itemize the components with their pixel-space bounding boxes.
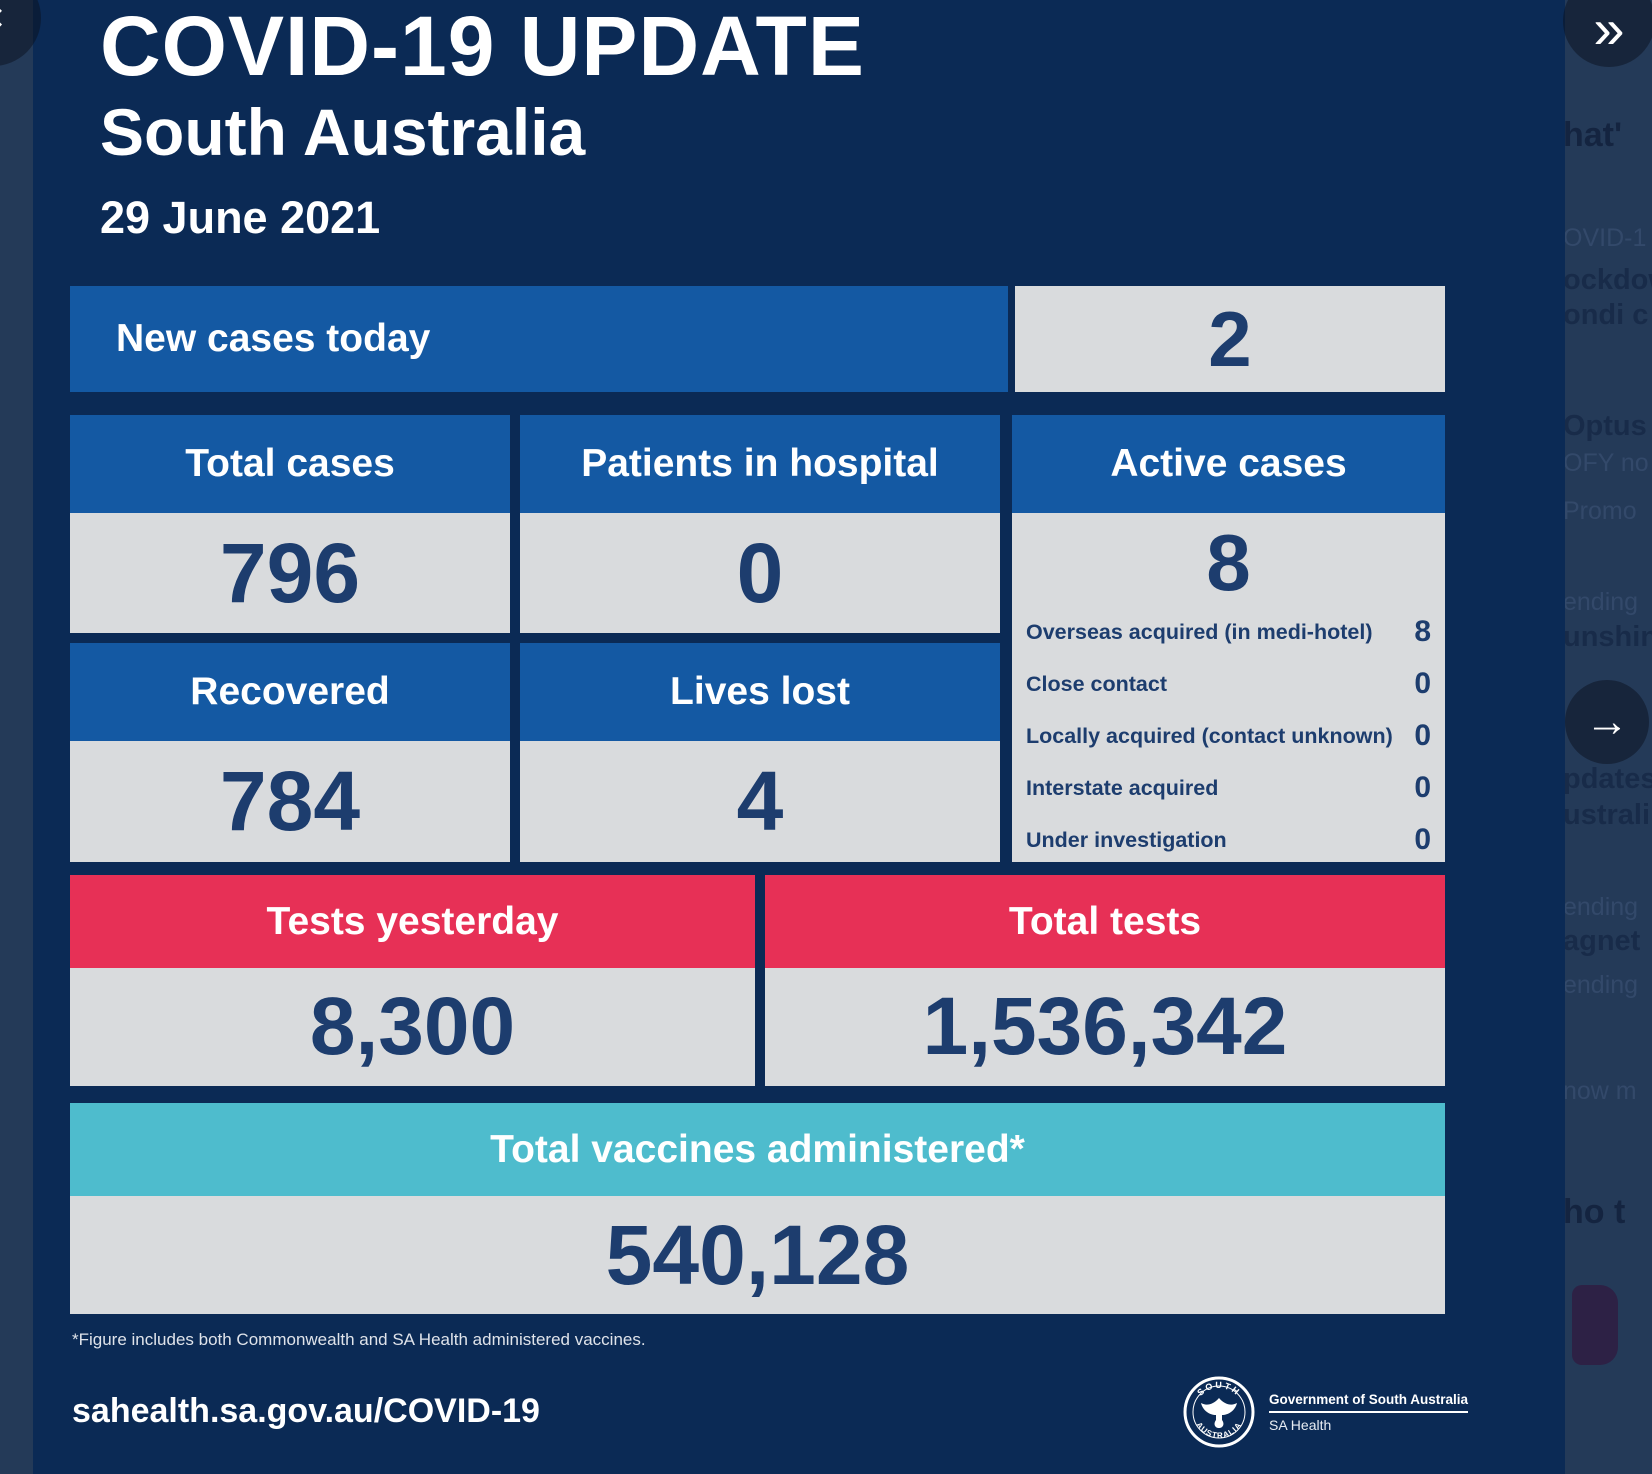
trend-title-fragment[interactable]: ockdow: [1563, 264, 1652, 296]
close-button[interactable]: ×: [0, 0, 41, 66]
trend-meta-fragment[interactable]: ending: [1563, 893, 1639, 921]
show-more-fragment[interactable]: now m: [1563, 1077, 1637, 1105]
new-cases-label: New cases today: [70, 286, 1008, 392]
lives-lost-value: 4: [520, 741, 1000, 862]
close-icon: ×: [0, 0, 5, 41]
vaccines-label: Total vaccines administered*: [70, 1103, 1445, 1196]
breakdown-row: Interstate acquired 0: [1026, 771, 1431, 805]
breakdown-label: Interstate acquired: [1026, 775, 1219, 800]
trend-title-fragment[interactable]: ustrali: [1563, 799, 1651, 831]
trend-meta-fragment[interactable]: ending: [1563, 971, 1639, 999]
logo-government-text: Government of South Australia: [1269, 1392, 1469, 1413]
breakdown-label: Close contact: [1026, 671, 1167, 696]
trend-title-fragment[interactable]: agnet: [1563, 925, 1641, 957]
recovered-value: 784: [70, 741, 510, 862]
vaccines-footnote: *Figure includes both Commonwealth and S…: [72, 1330, 646, 1349]
total-tests-label: Total tests: [765, 875, 1445, 968]
collapse-sidebar-button[interactable]: »: [1563, 0, 1652, 67]
trend-title-fragment[interactable]: ondi c: [1563, 299, 1649, 331]
sa-health-url: sahealth.sa.gov.au/COVID-19: [72, 1392, 540, 1430]
new-cases-value: 2: [1015, 286, 1445, 392]
breakdown-row: Close contact 0: [1026, 667, 1431, 701]
breakdown-value: 8: [1414, 615, 1431, 648]
vaccines-value: 540,128: [70, 1196, 1445, 1314]
total-tests-value: 1,536,342: [765, 968, 1445, 1086]
trend-meta-fragment[interactable]: OVID-1: [1563, 224, 1647, 252]
arrow-right-icon: →: [1585, 697, 1629, 746]
piping-shrike-icon: [1201, 1398, 1237, 1428]
trend-meta-fragment[interactable]: OFY no: [1563, 449, 1649, 477]
tests-yesterday-value: 8,300: [70, 968, 755, 1086]
lives-lost-label: Lives lost: [520, 643, 1000, 741]
page-title: COVID-19 UPDATE: [100, 0, 865, 93]
page-subtitle: South Australia: [100, 95, 586, 169]
breakdown-row: Overseas acquired (in medi-hotel) 8: [1026, 615, 1431, 649]
logo-agency-text: SA Health: [1269, 1416, 1332, 1433]
double-chevron-right-icon: »: [1593, 0, 1625, 60]
trend-title-fragment[interactable]: Optus: [1563, 410, 1647, 442]
covid-infographic-image: COVID-19 UPDATE South Australia 29 June …: [33, 0, 1565, 1474]
recovered-label: Recovered: [70, 643, 510, 741]
breakdown-row: Under investigation 0: [1026, 823, 1431, 857]
report-date: 29 June 2021: [100, 192, 381, 243]
breakdown-value: 0: [1414, 823, 1431, 856]
active-cases-label: Active cases: [1012, 415, 1445, 513]
breakdown-row: Locally acquired (contact unknown) 0: [1026, 719, 1431, 753]
breakdown-label: Locally acquired (contact unknown): [1026, 723, 1393, 748]
breakdown-value: 0: [1414, 771, 1431, 804]
breakdown-value: 0: [1414, 719, 1431, 752]
sidebar-heading-fragment: ho t: [1563, 1193, 1626, 1231]
avatar[interactable]: [1572, 1285, 1618, 1365]
hospital-label: Patients in hospital: [520, 415, 1000, 513]
sidebar-heading-fragment: hat': [1563, 116, 1623, 154]
trend-meta-fragment[interactable]: Promo: [1563, 497, 1637, 525]
breakdown-label: Under investigation: [1026, 827, 1227, 852]
sa-government-logo: SOUTH AUSTRALIA Government of South Aust…: [1183, 1376, 1469, 1448]
breakdown-value: 0: [1414, 667, 1431, 700]
active-cases-value: 8: [1206, 518, 1251, 607]
sa-state-seal-icon: SOUTH AUSTRALIA: [1183, 1376, 1255, 1448]
total-cases-label: Total cases: [70, 415, 510, 513]
active-cases-breakdown: Overseas acquired (in medi-hotel) 8 Clos…: [1026, 615, 1431, 857]
hospital-value: 0: [520, 513, 1000, 633]
tests-yesterday-label: Tests yesterday: [70, 875, 755, 968]
next-image-button[interactable]: →: [1565, 680, 1649, 764]
trend-meta-fragment[interactable]: ending: [1563, 588, 1639, 616]
active-cases-panel: 8: [1012, 513, 1445, 862]
breakdown-label: Overseas acquired (in medi-hotel): [1026, 619, 1373, 644]
total-cases-value: 796: [70, 513, 510, 633]
trend-title-fragment[interactable]: pdates: [1563, 763, 1652, 795]
trend-title-fragment[interactable]: unshin: [1563, 621, 1652, 653]
